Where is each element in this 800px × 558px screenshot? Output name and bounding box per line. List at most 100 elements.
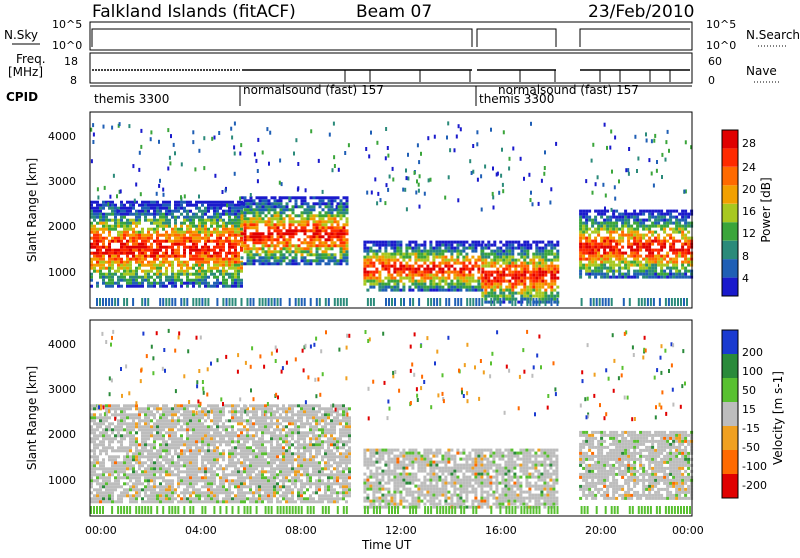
- power-cell: [237, 207, 240, 210]
- power-cell: [286, 208, 289, 211]
- power-cell: [642, 258, 645, 261]
- power-cell: [123, 225, 126, 228]
- power-cell: [396, 283, 399, 286]
- power-cell: [123, 210, 126, 213]
- velocity-cell: [162, 494, 165, 497]
- power-cell: [162, 258, 165, 261]
- power-cell: [369, 283, 372, 286]
- power-cell: [544, 250, 547, 253]
- power-cell: [253, 223, 256, 226]
- power-cell: [207, 261, 210, 264]
- power-cell: [298, 196, 301, 199]
- power-cell: [657, 273, 660, 276]
- power-cell: [280, 232, 283, 235]
- power-cell: [105, 282, 108, 285]
- velocity-cell: [126, 407, 129, 410]
- velocity-cell: [132, 419, 135, 422]
- power-cell: [307, 235, 310, 238]
- power-cell: [462, 274, 465, 277]
- power-cell: [456, 283, 459, 286]
- velocity-cell: [132, 494, 135, 497]
- power-cell: [240, 270, 243, 273]
- power-cell: [417, 280, 420, 283]
- power-cell: [520, 265, 523, 268]
- power-cell: [687, 231, 690, 234]
- velocity-cell: [186, 410, 189, 413]
- power-cell: [189, 204, 192, 207]
- velocity-cell: [210, 404, 213, 407]
- power-cell: [96, 252, 99, 255]
- nave-tick-low: 0: [708, 74, 715, 87]
- power-cell: [384, 277, 387, 280]
- velocity-cell: [162, 416, 165, 419]
- power-cell: [253, 217, 256, 220]
- power-cell: [265, 253, 268, 256]
- velocity-cell: [171, 419, 174, 422]
- velocity-cell: [126, 422, 129, 425]
- power-cell: [484, 298, 487, 301]
- power-cell: [295, 247, 298, 250]
- power-cell: [393, 265, 396, 268]
- power-cell: [511, 277, 514, 280]
- power-cell: [633, 258, 636, 261]
- velocity-cell: [102, 446, 105, 449]
- power-cell: [414, 283, 417, 286]
- power-ground-cell: [388, 298, 390, 306]
- power-cell: [508, 301, 511, 304]
- power-cell: [319, 202, 322, 205]
- power-scatter-cell: [203, 136, 205, 140]
- power-cell: [487, 292, 490, 295]
- power-cell: [265, 199, 268, 202]
- power-cell: [247, 205, 250, 208]
- power-cell: [660, 210, 663, 213]
- velocity-cell: [219, 464, 222, 467]
- power-cell: [114, 222, 117, 225]
- velocity-cell: [189, 452, 192, 455]
- velocity-cell: [105, 467, 108, 470]
- velocity-cell: [186, 491, 189, 494]
- power-cell: [322, 235, 325, 238]
- power-cell: [603, 276, 606, 279]
- power-cell: [453, 271, 456, 274]
- velocity-cell: [219, 467, 222, 470]
- power-cell: [481, 271, 484, 274]
- velocity-cell: [192, 473, 195, 476]
- velocity-cell: [213, 458, 216, 461]
- power-cell: [244, 217, 247, 220]
- velocity-cell: [171, 440, 174, 443]
- power-cell: [237, 210, 240, 213]
- velocity-cell: [111, 497, 114, 500]
- velocity-cell: [204, 470, 207, 473]
- power-cell: [144, 201, 147, 204]
- velocity-cell: [108, 425, 111, 428]
- velocity-cell: [159, 434, 162, 437]
- power-ground-cell: [183, 298, 185, 306]
- power-scatter-cell: [97, 196, 99, 200]
- power-cell: [150, 261, 153, 264]
- velocity-cell: [189, 437, 192, 440]
- power-cell: [411, 265, 414, 268]
- power-cell: [316, 244, 319, 247]
- power-cell: [114, 282, 117, 285]
- power-cell: [123, 222, 126, 225]
- power-cell: [645, 270, 648, 273]
- power-cell: [520, 274, 523, 277]
- power-cell: [304, 199, 307, 202]
- velocity-cell: [99, 494, 102, 497]
- power-cell: [435, 253, 438, 256]
- power-cell: [102, 204, 105, 207]
- power-cell: [636, 234, 639, 237]
- power-cell: [189, 279, 192, 282]
- power-cell: [420, 274, 423, 277]
- power-ground-cell: [638, 298, 640, 306]
- power-cell: [523, 247, 526, 250]
- power-scatter-cell: [656, 169, 658, 173]
- power-cell: [669, 267, 672, 270]
- power-cell: [216, 252, 219, 255]
- power-cell: [346, 208, 349, 211]
- power-cell: [600, 237, 603, 240]
- power-cell: [237, 279, 240, 282]
- power-cell: [499, 271, 502, 274]
- velocity-cell: [117, 497, 120, 500]
- power-cell: [660, 228, 663, 231]
